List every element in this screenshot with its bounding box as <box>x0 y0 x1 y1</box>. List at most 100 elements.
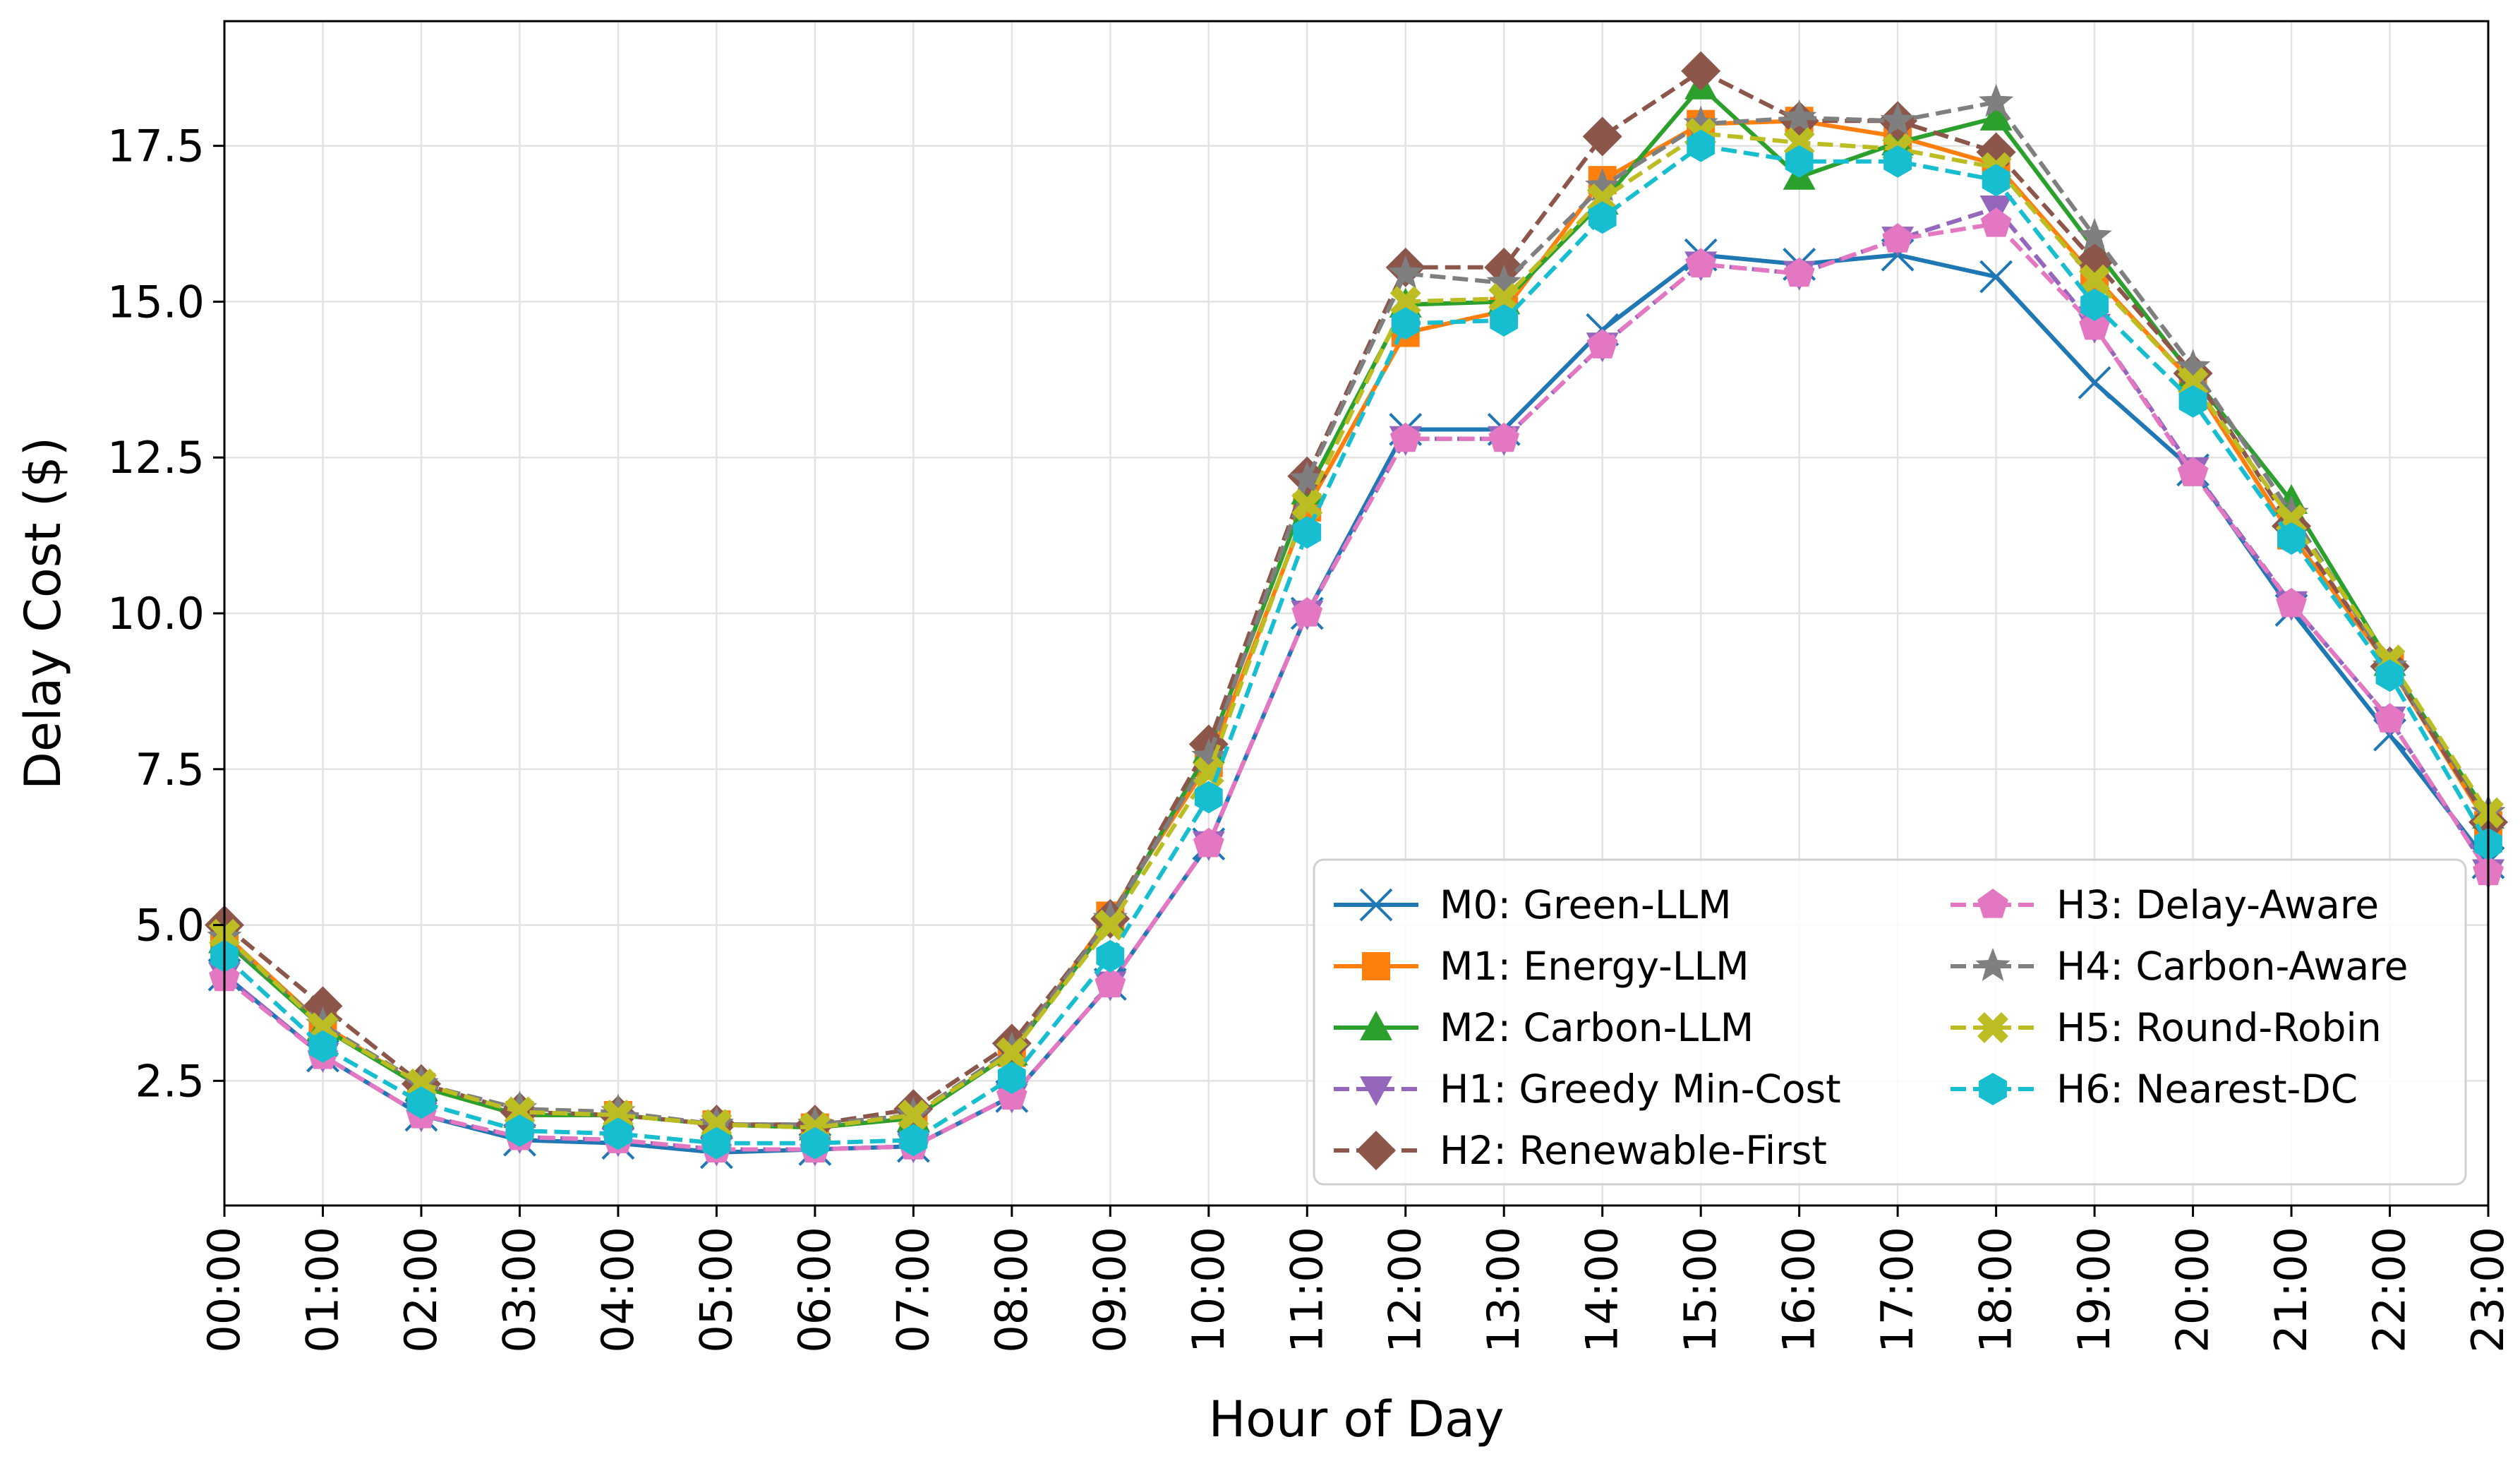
data-point <box>1582 116 1622 157</box>
data-point <box>1095 909 1126 941</box>
data-point <box>2276 587 2307 618</box>
data-point <box>1781 99 1817 133</box>
data-point <box>1488 283 1520 315</box>
y-tick-label: 7.5 <box>135 744 205 795</box>
y-tick-label: 5.0 <box>135 900 205 951</box>
series-line <box>222 143 2490 1146</box>
legend-marker <box>1362 952 1390 980</box>
series-layer <box>205 51 2508 1170</box>
data-point <box>1979 100 2013 131</box>
legend: M0: Green-LLM M1: Energy-LLM M2: Carbon-LL… <box>1313 858 2467 1186</box>
y-tick-label: 12.5 <box>107 432 205 483</box>
data-point <box>1194 781 1223 814</box>
data-point <box>1783 257 1815 287</box>
data-point <box>2178 385 2207 418</box>
data-point <box>702 1126 731 1160</box>
x-tick-label: 23:00 <box>2462 1227 2514 1353</box>
x-tick-label: 01:00 <box>296 1227 348 1353</box>
legend-label: H1: Greedy Min-Cost <box>1440 1066 1841 1112</box>
y-tick-label: 10.0 <box>107 588 205 639</box>
x-tick-label: 19:00 <box>2068 1227 2120 1353</box>
x-tick-label: 03:00 <box>493 1227 545 1353</box>
data-point <box>1683 105 1718 139</box>
data-point <box>2080 288 2109 321</box>
data-point <box>505 1114 534 1147</box>
data-point <box>1687 129 1716 162</box>
data-point <box>1291 488 1323 520</box>
x-tick-label: 10:00 <box>1183 1227 1234 1353</box>
legend-marker <box>1360 1076 1392 1106</box>
data-point <box>1388 255 1423 289</box>
y-axis-ticks: 2.5 5.0 7.5 10.0 12.5 15.0 17.5 <box>107 121 224 1107</box>
data-point <box>1681 51 1721 91</box>
x-tick-label: 14:00 <box>1576 1227 1628 1353</box>
data-point <box>2175 349 2211 383</box>
x-tick-label: 07:00 <box>887 1227 939 1353</box>
y-tick-label: 17.5 <box>107 121 205 172</box>
data-point <box>1486 264 1521 298</box>
series-9 <box>210 129 2502 1160</box>
data-point <box>898 1099 929 1131</box>
x-tick-label: 16:00 <box>1773 1227 1825 1353</box>
legend-marker <box>1360 1011 1392 1040</box>
data-point <box>2079 310 2110 340</box>
data-point <box>1586 329 1618 359</box>
legend-label: H2: Renewable-First <box>1440 1128 1827 1173</box>
data-point <box>1293 516 1322 549</box>
x-tick-label: 22:00 <box>2364 1227 2416 1353</box>
data-point <box>996 1037 1027 1069</box>
series-line <box>222 131 2490 1130</box>
series-line <box>223 222 2490 1152</box>
x-tick-label: 05:00 <box>690 1227 742 1353</box>
data-point <box>1096 939 1125 973</box>
x-axis-label: Hour of Day <box>1209 1390 1505 1448</box>
data-point <box>2374 703 2406 733</box>
x-tick-label: 08:00 <box>986 1227 1037 1353</box>
x-tick-label: 21:00 <box>2265 1227 2317 1353</box>
data-point <box>899 1124 928 1157</box>
legend-item: H6: Nearest-DC <box>1951 1066 2358 1112</box>
data-point <box>308 1030 337 1063</box>
x-tick-label: 06:00 <box>789 1227 840 1353</box>
data-point <box>1291 597 1323 627</box>
legend-label: M1: Energy-LLM <box>1440 944 1749 989</box>
x-tick-label: 02:00 <box>395 1227 447 1353</box>
data-point <box>1391 307 1420 340</box>
legend-marker <box>1979 1073 2007 1105</box>
legend-item: H5: Round-Robin <box>1951 1005 2382 1050</box>
data-point <box>1883 145 1912 178</box>
x-tick-label: 13:00 <box>1478 1227 1529 1353</box>
data-point <box>1389 286 1421 318</box>
legend-label: H5: Round-Robin <box>2056 1005 2382 1050</box>
data-point <box>1585 168 1620 202</box>
data-point <box>407 1086 435 1119</box>
legend-marker <box>1977 889 2008 918</box>
legend-marker <box>1356 1131 1396 1170</box>
legend-item: M2: Carbon-LLM <box>1334 1005 1754 1050</box>
data-point <box>801 1126 829 1160</box>
x-tick-label: 00:00 <box>198 1227 250 1353</box>
data-point <box>2079 264 2111 296</box>
data-point <box>2277 522 2305 555</box>
x-tick-label: 15:00 <box>1675 1227 1726 1353</box>
data-point <box>1978 83 2014 117</box>
data-point <box>1289 461 1325 495</box>
y-tick-label: 2.5 <box>135 1055 205 1107</box>
data-point <box>1095 968 1126 998</box>
x-tick-label: 11:00 <box>1281 1227 1332 1353</box>
data-point <box>1191 738 1226 772</box>
data-point <box>1092 900 1128 934</box>
x-tick-label: 17:00 <box>1871 1227 1923 1353</box>
y-axis-label: Delay Cost ($) <box>14 437 72 790</box>
data-point <box>1982 164 2010 197</box>
data-point <box>1785 145 1814 178</box>
data-point <box>1980 208 2012 237</box>
data-point <box>2078 366 2111 399</box>
x-tick-label: 20:00 <box>2167 1227 2219 1353</box>
data-point <box>1490 303 1519 337</box>
legend-marker <box>1977 1012 2008 1043</box>
data-point <box>2177 457 2209 486</box>
legend-label: M0: Green-LLM <box>1440 882 1732 927</box>
x-tick-label: 18:00 <box>1970 1227 2022 1353</box>
